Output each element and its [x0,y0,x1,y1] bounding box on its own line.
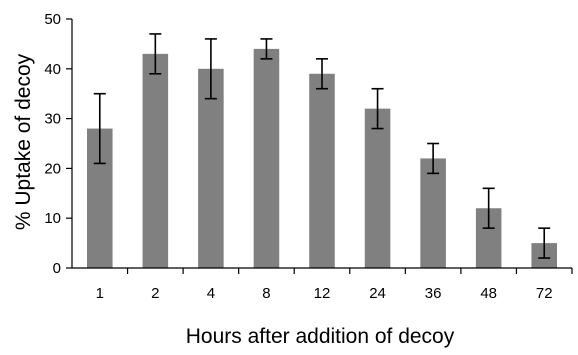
x-tick-label: 48 [480,285,497,302]
y-tick-label: 30 [44,111,61,128]
x-tick-label: 24 [369,285,386,302]
x-axis-title: Hours after addition of decoy [186,325,455,348]
y-tick-label: 50 [44,11,61,28]
bar-2 [142,53,169,268]
x-tick-label: 8 [262,285,270,302]
x-tick-label: 1 [96,285,104,302]
x-tick-label: 36 [425,285,442,302]
bar-24 [364,108,391,268]
y-axis-title: % Uptake of decoy [12,53,35,230]
x-ticks-layer: 1 2 4 8 12 24 36 48 72 [96,268,573,302]
x-tick-label: 2 [151,285,159,302]
x-tick-label: 4 [207,285,215,302]
bars-layer [87,48,557,268]
y-tick-label: 0 [53,260,61,277]
y-tick-label: 40 [44,61,61,78]
y-tick-label: 10 [44,210,61,227]
bar-8 [253,48,280,268]
y-ticks-layer: 0 10 20 30 40 50 [44,11,72,277]
bar-4 [198,68,224,268]
y-tick-label: 20 [44,160,61,177]
error-bars-layer [93,33,551,259]
x-tick-label: 12 [314,285,331,302]
x-tick-label: 72 [536,285,553,302]
bar-36 [420,158,446,268]
bar-12 [309,73,335,268]
axes-layer [71,19,572,269]
